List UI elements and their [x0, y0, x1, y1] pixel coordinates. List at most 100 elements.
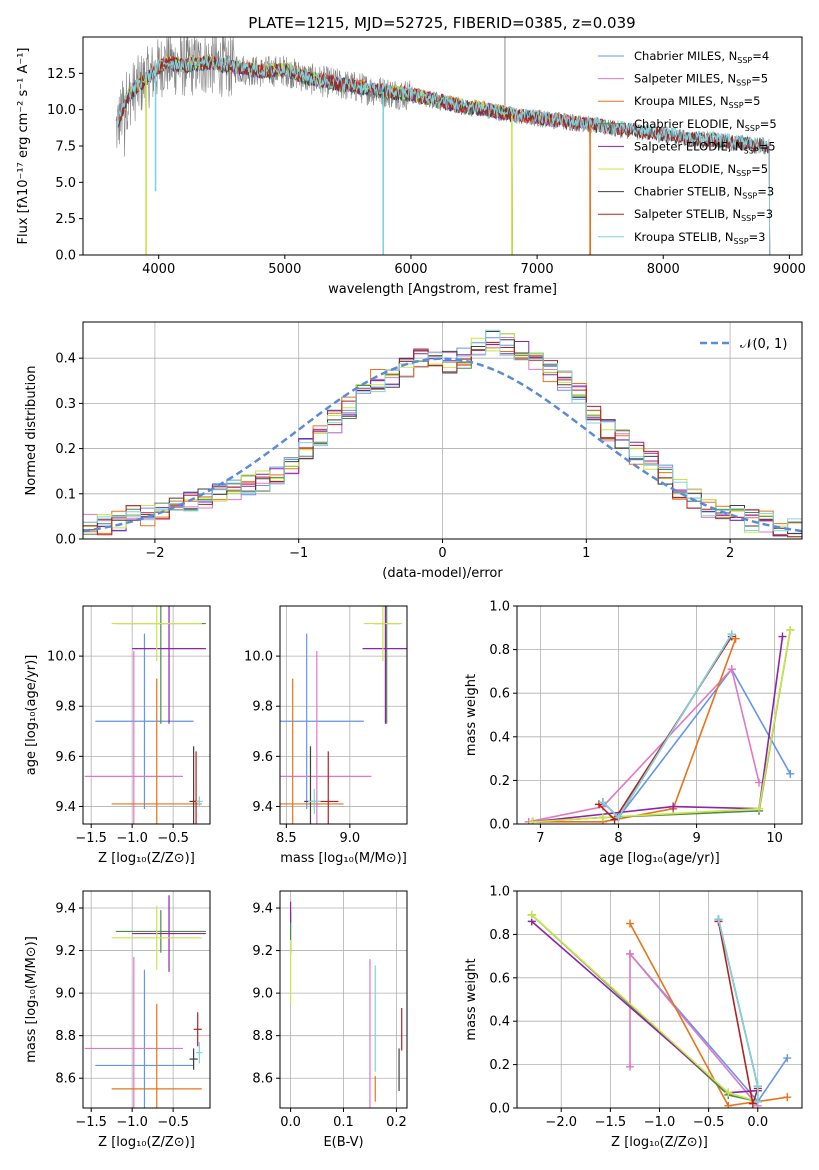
plot-area-spectrum: [115, 37, 771, 255]
y-tick-label: 0.3: [55, 397, 76, 412]
weight-marker-salpeter-miles: [626, 1062, 635, 1071]
y-tick-label: 0.4: [489, 1015, 510, 1030]
legend-label: Chabrier ELODIE, NSSP=5: [634, 117, 777, 133]
plot-area-residuals: [83, 329, 802, 538]
y-tick-label: 5.0: [55, 176, 76, 191]
panel-age-vs-Z: −1.5 −1.0 −0.5 9.4 9.6 9.8 10.0 Z [log₁₀(Z/Z⊙)]…: [24, 605, 211, 866]
weight-marker-salpeter-miles: [727, 665, 736, 674]
weight-marker-kroupa-stelib: [714, 915, 723, 924]
x-tick-label: 2: [726, 546, 734, 561]
weight-marker-salpeter-elodie: [669, 802, 678, 811]
legend-label: Salpeter MILES, NSSP=5: [634, 72, 768, 88]
y-tick-label: 10.0: [244, 650, 273, 665]
y-tick-label: 12.5: [47, 67, 76, 82]
y-tick-label: 8.6: [252, 1072, 273, 1087]
x-tick-label: 5000: [268, 262, 301, 277]
y-tick-label: 9.2: [252, 944, 273, 959]
panel-weight-vs-age: 7 8 9 10 0.0 0.2 0.4 0.6 0.8 1.0 age [log₁₀(age/yr…: [464, 600, 803, 866]
model-line-salpeter-stelib: [117, 55, 771, 255]
weight-marker-chabrier-miles: [786, 769, 795, 778]
x-tick-label: −0.5: [157, 831, 189, 846]
legend-label: Salpeter STELIB, NSSP=3: [634, 207, 773, 223]
plot-area-age-vs-Z: [84, 606, 206, 824]
legend-subscript: SSP: [742, 192, 757, 201]
weight-marker-kroupa-stelib: [753, 1097, 762, 1106]
weight-marker-kroupa-stelib: [598, 798, 607, 807]
y-tick-label: 1.0: [489, 885, 510, 900]
weight-marker-kroupa-elodie: [755, 804, 764, 813]
legend-value: =5: [759, 139, 776, 153]
x-axis-label: E(B-V): [323, 1135, 363, 1150]
legend-subscript: SSP: [737, 56, 752, 65]
y-tick-label: 1.0: [489, 600, 510, 615]
legend-value: =5: [751, 72, 768, 86]
x-tick-label: −1.0: [116, 831, 148, 846]
y-tick-label: 0.8: [489, 643, 510, 658]
y-tick-label: 0.4: [55, 352, 76, 367]
x-axis-label: Z [log₁₀(Z/Z⊙)]: [611, 1135, 708, 1150]
legend-label: Kroupa STELIB, NSSP=3: [634, 230, 765, 246]
y-tick-label: 9.0: [252, 987, 273, 1002]
x-tick-label: −2: [145, 546, 164, 561]
legend-label: Chabrier STELIB, NSSP=3: [634, 185, 774, 201]
y-tick-label: 8.8: [252, 1029, 273, 1044]
x-tick-label: 8: [614, 831, 622, 846]
x-tick-label: 7000: [521, 262, 554, 277]
legend-subscript: SSP: [736, 169, 751, 178]
panel-spectrum: 4000 5000 6000 7000 8000 9000 0.0 2.5 5.0 7.5 10.0…: [16, 36, 806, 297]
x-axis-label: (data-model)/error: [382, 566, 503, 581]
y-tick-label: 0.0: [489, 818, 510, 833]
x-tick-label: −1: [289, 546, 308, 561]
y-tick-label: 9.2: [55, 944, 76, 959]
legend-label: 𝒩(0, 1): [740, 337, 787, 352]
weight-marker-kroupa-stelib: [753, 1082, 762, 1091]
weight-marker-kroupa-elodie: [528, 817, 537, 824]
legend-subscript: SSP: [734, 237, 749, 246]
weight-marker-kroupa-elodie: [724, 1088, 733, 1097]
x-tick-label: 8000: [647, 262, 680, 277]
figure-title: PLATE=1215, MJD=52725, FIBERID=0385, z=0…: [248, 14, 635, 32]
weight-marker-kroupa-miles: [626, 919, 635, 928]
x-tick-label: 8.5: [276, 831, 297, 846]
y-axis-label: mass weight: [464, 958, 479, 1040]
y-tick-label: 0.8: [489, 928, 510, 943]
axes-frame: [516, 605, 803, 825]
legend-subscript: SSP: [736, 79, 751, 88]
plot-area-age-vs-mass: [280, 606, 407, 824]
x-tick-label: −1.0: [644, 1115, 676, 1130]
y-tick-label: 8.6: [55, 1072, 76, 1087]
x-axis-label: mass [log₁₀(M/M⊙)]: [280, 851, 407, 866]
y-tick-label: 9.4: [55, 902, 76, 917]
legend-value: =3: [757, 185, 774, 199]
y-tick-label: 0.0: [489, 1102, 510, 1117]
y-tick-label: 0.2: [489, 774, 510, 789]
x-axis-label: Z [log₁₀(Z/Z⊙)]: [98, 1135, 195, 1150]
x-tick-label: 6000: [394, 262, 427, 277]
x-axis-label: age [log₁₀(age/yr)]: [599, 851, 720, 866]
x-tick-label: −1.5: [75, 1115, 107, 1130]
y-tick-label: 0.1: [55, 487, 76, 502]
x-tick-label: −0.5: [693, 1115, 725, 1130]
legend-value: =4: [752, 49, 769, 63]
gaussian-curve: [83, 357, 802, 533]
y-tick-label: 2.5: [55, 212, 76, 227]
plot-area-weight-vs-age: [524, 625, 795, 824]
panel-mass-vs-EBV: 0.0 0.1 0.2 8.6 8.8 9.0 9.2 9.4 E(B-V): [252, 890, 408, 1150]
panel-weight-vs-Z: −2.0 −1.5 −1.0 −0.5 0.0 0.0 0.2 0.4 0.6 0.8 1.0 Z […: [464, 885, 803, 1150]
legend-value: =5: [744, 94, 761, 108]
y-tick-label: 9.6: [55, 750, 76, 765]
y-tick-label: 0.6: [489, 687, 510, 702]
legend-subscript: SSP: [745, 124, 760, 133]
legend-value: =5: [751, 162, 768, 176]
y-tick-label: 0.4: [489, 730, 510, 745]
y-axis-label: Normed distribution: [24, 366, 39, 496]
x-tick-label: −1.5: [75, 831, 107, 846]
y-tick-label: 10.0: [47, 650, 76, 665]
legend: 𝒩(0, 1): [700, 337, 787, 352]
y-axis-label: mass weight: [464, 674, 479, 756]
legend: Chabrier MILES, NSSP=4 Salpeter MILES, NS…: [598, 49, 777, 246]
y-tick-label: 9.8: [55, 700, 76, 715]
x-tick-label: −0.5: [157, 1115, 189, 1130]
